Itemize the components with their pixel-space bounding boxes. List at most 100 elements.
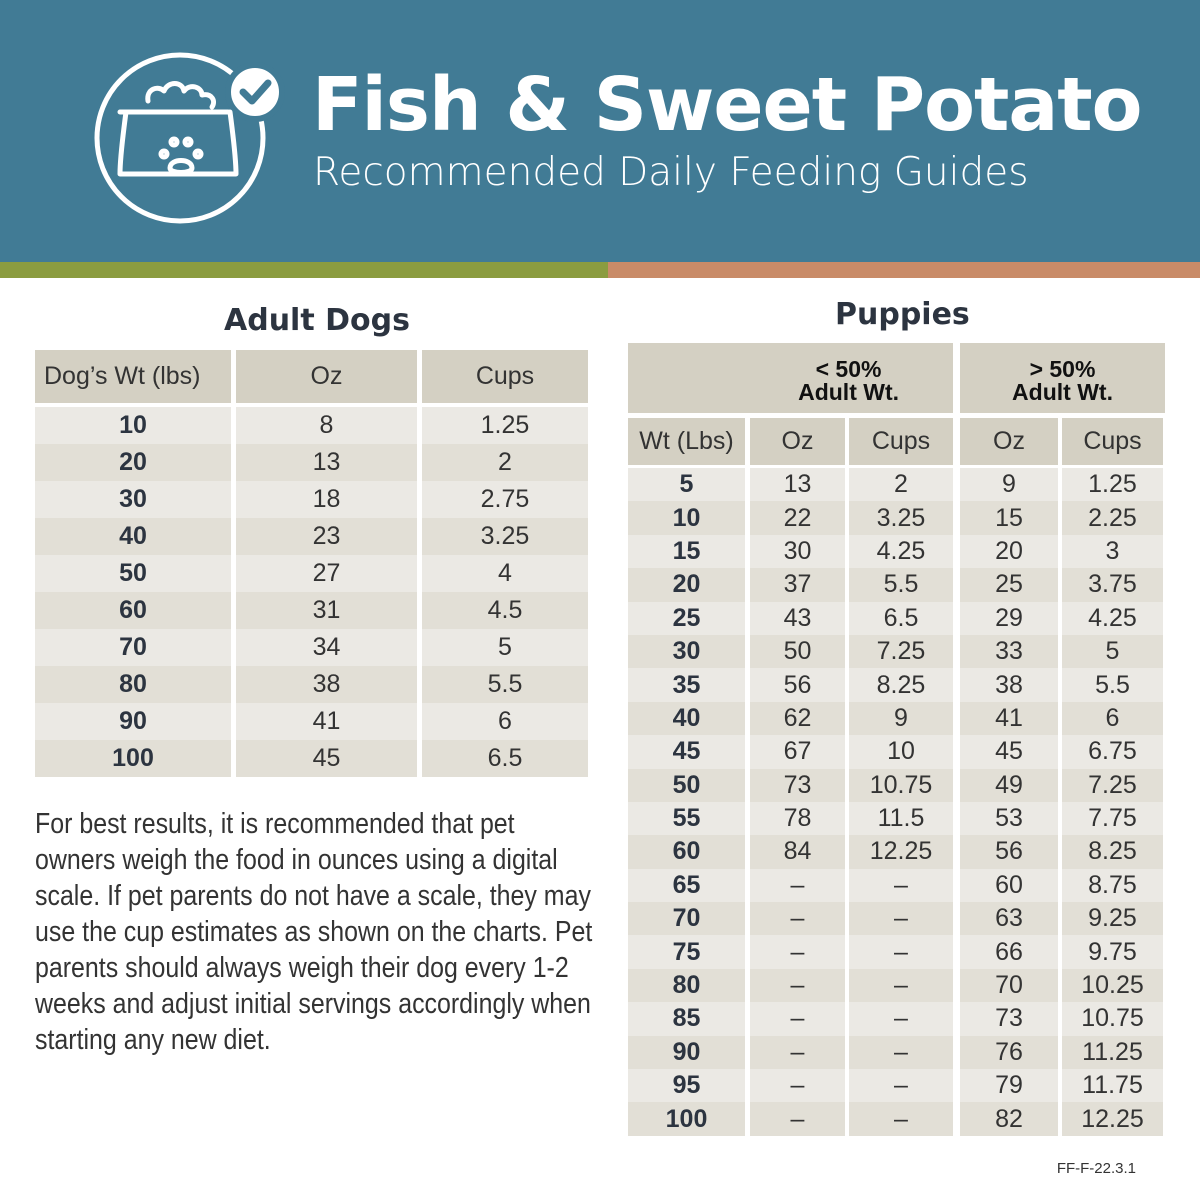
table-row: 55 78 11.5 53 7.75 [628, 801, 1165, 836]
table-cell: 63 [960, 902, 1058, 936]
table-cell: 5.5 [1062, 668, 1163, 702]
table-cell: 31 [236, 592, 417, 629]
column-header: Cups [849, 418, 953, 465]
table-cell: – [849, 935, 953, 969]
table-cell: 10.75 [1062, 1002, 1163, 1036]
table-cell: 55 [628, 801, 745, 836]
table-row: 30 50 7.25 33 5 [628, 634, 1165, 669]
table-cell: 12.25 [1062, 1102, 1163, 1136]
table-row: 50 27 4 [35, 555, 588, 592]
table-cell: 20 [35, 444, 231, 481]
table-row: 40 23 3.25 [35, 518, 588, 555]
table-cell: 11.75 [1062, 1069, 1163, 1103]
table-cell: 25 [628, 601, 745, 635]
table-cell: 2 [422, 444, 588, 481]
table-row: 100 45 6.5 [35, 740, 588, 777]
table-row: 20 37 5.5 25 3.75 [628, 568, 1165, 602]
table-row: 25 43 6.5 29 4.25 [628, 601, 1165, 635]
table-cell: – [849, 868, 953, 903]
table-cell: 60 [960, 868, 1058, 903]
puppies-title: Puppies [835, 297, 970, 332]
table-row: 15 30 4.25 20 3 [628, 534, 1165, 569]
table-cell: 41 [236, 703, 417, 740]
table-cell: 22 [750, 501, 845, 535]
table-cell: 33 [960, 634, 1058, 669]
table-cell: 50 [35, 555, 231, 592]
table-cell: 5 [628, 468, 745, 502]
table-header-row: Wt (Lbs) Oz Cups Oz Cups [628, 418, 1165, 465]
document-code: FF-F-22.3.1 [1056, 1160, 1136, 1177]
table-cell: – [750, 1035, 845, 1070]
table-cell: 49 [960, 768, 1058, 802]
table-cell: 2.25 [1062, 501, 1163, 535]
table-row: 20 13 2 [35, 444, 588, 481]
table-row: 75– –66 9.75 [628, 935, 1165, 969]
column-header: Dog’s Wt (lbs) [35, 350, 231, 403]
table-cell: – [750, 868, 845, 903]
table-cell: – [849, 1035, 953, 1070]
table-cell: 20 [960, 534, 1058, 569]
table-cell: 8.25 [1062, 835, 1163, 869]
table-cell: 85 [628, 1002, 745, 1036]
table-cell: 70 [628, 902, 745, 936]
table-cell: 1.25 [1062, 468, 1163, 502]
column-header: Cups [1062, 418, 1163, 465]
accent-bar-orange [608, 262, 1200, 278]
table-cell: 82 [960, 1102, 1058, 1136]
table-cell: 13 [750, 468, 845, 502]
group-header: > 50% Adult Wt. [960, 343, 1165, 413]
table-cell: 9.75 [1062, 935, 1163, 969]
table-cell: 15 [628, 534, 745, 569]
table-cell: 23 [236, 518, 417, 555]
table-cell: 7.25 [849, 634, 953, 669]
feeding-note: For best results, it is recommended that… [35, 808, 593, 1056]
table-cell: 6.5 [849, 601, 953, 635]
table-row: 30 18 2.75 [35, 481, 588, 518]
table-cell: 9 [960, 468, 1058, 502]
table-row: 60 84 12.25 56 8.25 [628, 835, 1165, 869]
table-cell: 5 [1062, 634, 1163, 669]
table-row: 35 56 8.25 38 5.5 [628, 668, 1165, 702]
table-cell: – [849, 1102, 953, 1136]
table-cell: 4 [422, 555, 588, 592]
table-cell: – [849, 1069, 953, 1103]
table-cell: 80 [35, 666, 231, 703]
adult-feeding-table: Dog’s Wt (lbs) Oz Cups 10 8 1.25 20 13 2 30 18 2.75… [35, 350, 588, 777]
group-header-row: < 50% Adult Wt. > 50% Adult Wt. [628, 343, 1165, 413]
table-cell: 100 [628, 1102, 745, 1136]
table-row: 70 34 5 [35, 629, 588, 666]
table-cell: 3.25 [422, 518, 588, 555]
table-cell: 66 [960, 935, 1058, 969]
table-row: 70– –63 9.25 [628, 902, 1165, 936]
table-cell: 43 [750, 601, 845, 635]
table-cell: 60 [35, 592, 231, 629]
table-cell: 34 [236, 629, 417, 666]
table-cell: 70 [35, 629, 231, 666]
table-cell: 76 [960, 1035, 1058, 1070]
table-cell: 62 [750, 701, 845, 736]
table-cell: 2.75 [422, 481, 588, 518]
table-cell: – [849, 1002, 953, 1036]
table-cell: 10.25 [1062, 968, 1163, 1003]
table-cell: 80 [628, 968, 745, 1003]
table-cell: 78 [750, 801, 845, 836]
table-cell: 6.75 [1062, 735, 1163, 769]
table-row: 50 73 10.75 49 7.25 [628, 768, 1165, 802]
table-cell: 45 [960, 735, 1058, 769]
table-cell: 41 [960, 701, 1058, 736]
puppy-feeding-table: < 50% Adult Wt. > 50% Adult Wt. Wt (Lbs) Oz… [628, 343, 1165, 1136]
table-row: 10 22 3.25 15 2.25 [628, 501, 1165, 535]
column-header: Wt (Lbs) [628, 418, 745, 465]
table-row: 100– –82 12.25 [628, 1102, 1165, 1136]
table-cell: 10 [849, 735, 953, 769]
table-cell: 15 [960, 501, 1058, 535]
table-cell: 73 [750, 768, 845, 802]
column-header: Oz [236, 350, 417, 403]
table-cell: 7.25 [1062, 768, 1163, 802]
table-cell: – [849, 968, 953, 1003]
table-cell: 84 [750, 835, 845, 869]
table-cell: 6.5 [422, 740, 588, 777]
table-row: 90 41 6 [35, 703, 588, 740]
table-cell: 45 [236, 740, 417, 777]
table-header-row: Dog’s Wt (lbs) Oz Cups [35, 350, 588, 403]
